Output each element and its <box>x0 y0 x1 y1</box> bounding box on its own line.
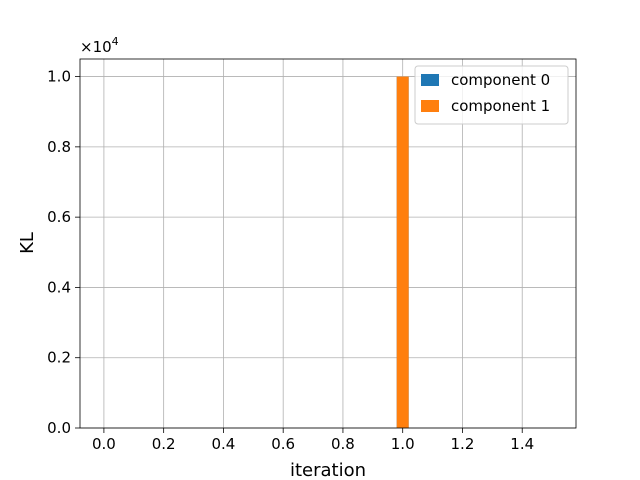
x-tick-label: 0.6 <box>271 435 295 453</box>
plot-frame <box>79 58 577 429</box>
y-tick-label: 0.2 <box>47 349 71 367</box>
x-tick-label: 1.0 <box>391 435 415 453</box>
legend-label-component-0: component 0 <box>451 71 550 89</box>
x-tick-label: 1.4 <box>510 435 534 453</box>
y-axis-multiplier-base: ×10 <box>80 38 112 56</box>
y-tick-label: 0.8 <box>47 138 71 156</box>
y-axis-label: KL <box>17 232 38 254</box>
legend-label-component-1: component 1 <box>451 97 550 115</box>
x-axis-label: iteration <box>290 460 366 480</box>
y-tick-label: 0.0 <box>47 419 71 437</box>
y-tick-label: 0.6 <box>47 208 71 226</box>
bar-component-1 <box>396 76 409 429</box>
legend-swatch-component-1 <box>421 100 439 112</box>
legend-frame <box>414 65 569 125</box>
x-tick-label: 1.2 <box>451 435 475 453</box>
y-tick-label: 0.4 <box>47 278 71 296</box>
y-axis-ticks: 0.0 0.2 0.4 0.6 0.8 1.0 <box>47 68 80 437</box>
y-axis-multiplier: ×104 <box>80 35 119 56</box>
bars <box>396 76 409 429</box>
y-axis-multiplier-exponent: 4 <box>112 35 119 48</box>
x-tick-label: 0.2 <box>152 435 176 453</box>
y-tick-label: 1.0 <box>47 68 71 86</box>
legend: component 0 component 1 <box>414 65 569 125</box>
x-axis-ticks: 0.0 0.2 0.4 0.6 0.8 1.0 1.2 1.4 <box>92 428 534 453</box>
x-tick-label: 0.4 <box>211 435 235 453</box>
legend-swatch-component-0 <box>421 74 439 86</box>
x-tick-label: 0.0 <box>92 435 116 453</box>
x-tick-label: 0.8 <box>331 435 355 453</box>
